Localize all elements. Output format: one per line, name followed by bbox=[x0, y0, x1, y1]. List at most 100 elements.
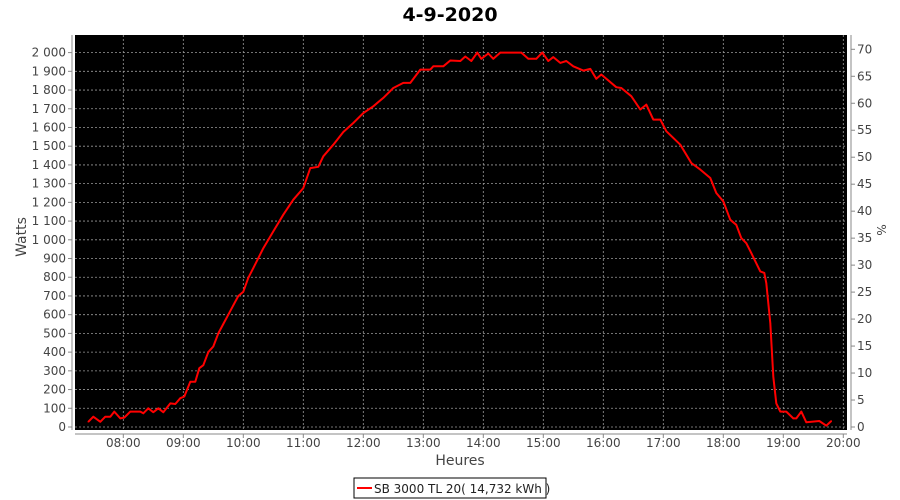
data-point bbox=[222, 323, 225, 325]
series-layer bbox=[87, 51, 833, 427]
y-axis-label: Watts bbox=[14, 217, 30, 257]
data-point bbox=[459, 60, 462, 62]
data-point bbox=[212, 345, 215, 348]
y2-tick-label: 55 bbox=[857, 123, 872, 137]
data-point bbox=[169, 402, 172, 405]
y2-tick-label: 30 bbox=[857, 258, 872, 272]
x-tick-label: 18:00 bbox=[706, 436, 741, 450]
y2-tick-label: 10 bbox=[857, 366, 872, 380]
data-point bbox=[763, 272, 766, 274]
x-tick-label: 17:00 bbox=[646, 436, 681, 450]
y-tick-label: 700 bbox=[43, 289, 66, 303]
y-tick-label: 1 000 bbox=[32, 233, 66, 247]
y2-tick-label: 50 bbox=[857, 150, 872, 164]
y-tick-label: 1 800 bbox=[32, 83, 66, 97]
data-point bbox=[198, 367, 201, 370]
data-point bbox=[659, 118, 662, 121]
data-point bbox=[113, 410, 116, 413]
y-tick-label: 200 bbox=[43, 383, 66, 397]
y-tick-label: 1 600 bbox=[32, 120, 66, 134]
data-point bbox=[620, 87, 623, 89]
data-point bbox=[372, 105, 375, 108]
data-point bbox=[520, 51, 523, 54]
x-tick-label: 16:00 bbox=[586, 436, 621, 450]
data-point bbox=[109, 415, 112, 418]
data-point bbox=[162, 411, 165, 414]
data-point bbox=[800, 410, 803, 413]
y-tick-label: 100 bbox=[43, 401, 66, 415]
data-point bbox=[805, 421, 808, 424]
data-point bbox=[715, 192, 718, 194]
data-point bbox=[302, 187, 305, 189]
data-point bbox=[552, 56, 555, 58]
data-point bbox=[559, 62, 562, 64]
x-tick-label: 12:00 bbox=[346, 436, 381, 450]
series-line bbox=[87, 51, 832, 427]
data-point bbox=[362, 112, 365, 114]
data-point bbox=[470, 60, 473, 62]
x-tick-label: 09:00 bbox=[166, 436, 201, 450]
data-point bbox=[123, 416, 126, 419]
y-tick-label: 1 400 bbox=[32, 158, 66, 172]
y2-tick-label: 60 bbox=[857, 96, 872, 110]
y2-axis-label: % bbox=[874, 224, 888, 235]
data-point bbox=[142, 412, 145, 415]
y-tick-label: 500 bbox=[43, 326, 66, 340]
data-point bbox=[419, 68, 422, 71]
y2-tick-label: 0 bbox=[857, 420, 865, 434]
y-tick-label: 800 bbox=[43, 270, 66, 284]
data-point bbox=[639, 108, 642, 111]
data-point bbox=[129, 410, 132, 413]
y2-tick-label: 25 bbox=[857, 285, 872, 299]
data-point bbox=[572, 65, 575, 68]
chart-title: 4-9-2020 bbox=[402, 4, 497, 26]
data-point bbox=[282, 213, 285, 216]
data-point bbox=[679, 143, 682, 146]
grid bbox=[75, 35, 847, 430]
data-point bbox=[442, 65, 445, 68]
data-point bbox=[735, 224, 738, 226]
data-point bbox=[189, 380, 192, 383]
y-axis-right: 0 5 10 15 20 25 30 35 40 45 50 55 60 65 70 bbox=[850, 35, 872, 434]
y2-tick-label: 35 bbox=[857, 231, 872, 245]
data-point bbox=[352, 122, 355, 124]
data-point bbox=[382, 97, 385, 99]
data-point bbox=[99, 420, 102, 423]
data-point bbox=[152, 411, 155, 414]
data-point bbox=[825, 424, 828, 427]
legend-box bbox=[353, 477, 547, 499]
data-point bbox=[645, 103, 648, 106]
data-point bbox=[722, 200, 725, 203]
data-point bbox=[202, 364, 205, 367]
y-tick-label: 1 200 bbox=[32, 195, 66, 209]
y-tick-label: 900 bbox=[43, 252, 66, 266]
data-point bbox=[392, 87, 395, 89]
data-point bbox=[157, 407, 160, 410]
data-point bbox=[492, 57, 495, 60]
data-point bbox=[582, 69, 585, 72]
x-axis-label: Heures bbox=[435, 453, 484, 469]
y-tick-label: 1 500 bbox=[32, 139, 66, 153]
data-point bbox=[745, 242, 748, 244]
data-point bbox=[818, 420, 821, 422]
y-axis-left: 0 100 200 300 400 500 600 700 800 900 1 000 1 100 1 … bbox=[32, 35, 73, 434]
data-point bbox=[449, 59, 452, 62]
data-point bbox=[499, 51, 502, 54]
data-point bbox=[772, 375, 775, 378]
data-point bbox=[92, 415, 95, 418]
data-point bbox=[595, 78, 598, 80]
data-point bbox=[785, 410, 788, 413]
data-point bbox=[179, 397, 182, 399]
data-point bbox=[464, 55, 467, 58]
y2-tick-label: 65 bbox=[857, 69, 872, 83]
data-point bbox=[237, 295, 240, 297]
data-point bbox=[792, 417, 795, 420]
data-point bbox=[429, 68, 432, 71]
x-axis: 08:00 09:00 10:00 11:00 12:00 13:00 14:00 15:00… bbox=[75, 433, 861, 450]
data-point bbox=[194, 380, 197, 383]
data-point bbox=[322, 155, 325, 158]
data-point bbox=[630, 95, 633, 98]
x-tick-label: 08:00 bbox=[106, 436, 141, 450]
data-point bbox=[565, 60, 568, 62]
y2-tick-label: 15 bbox=[857, 339, 872, 353]
